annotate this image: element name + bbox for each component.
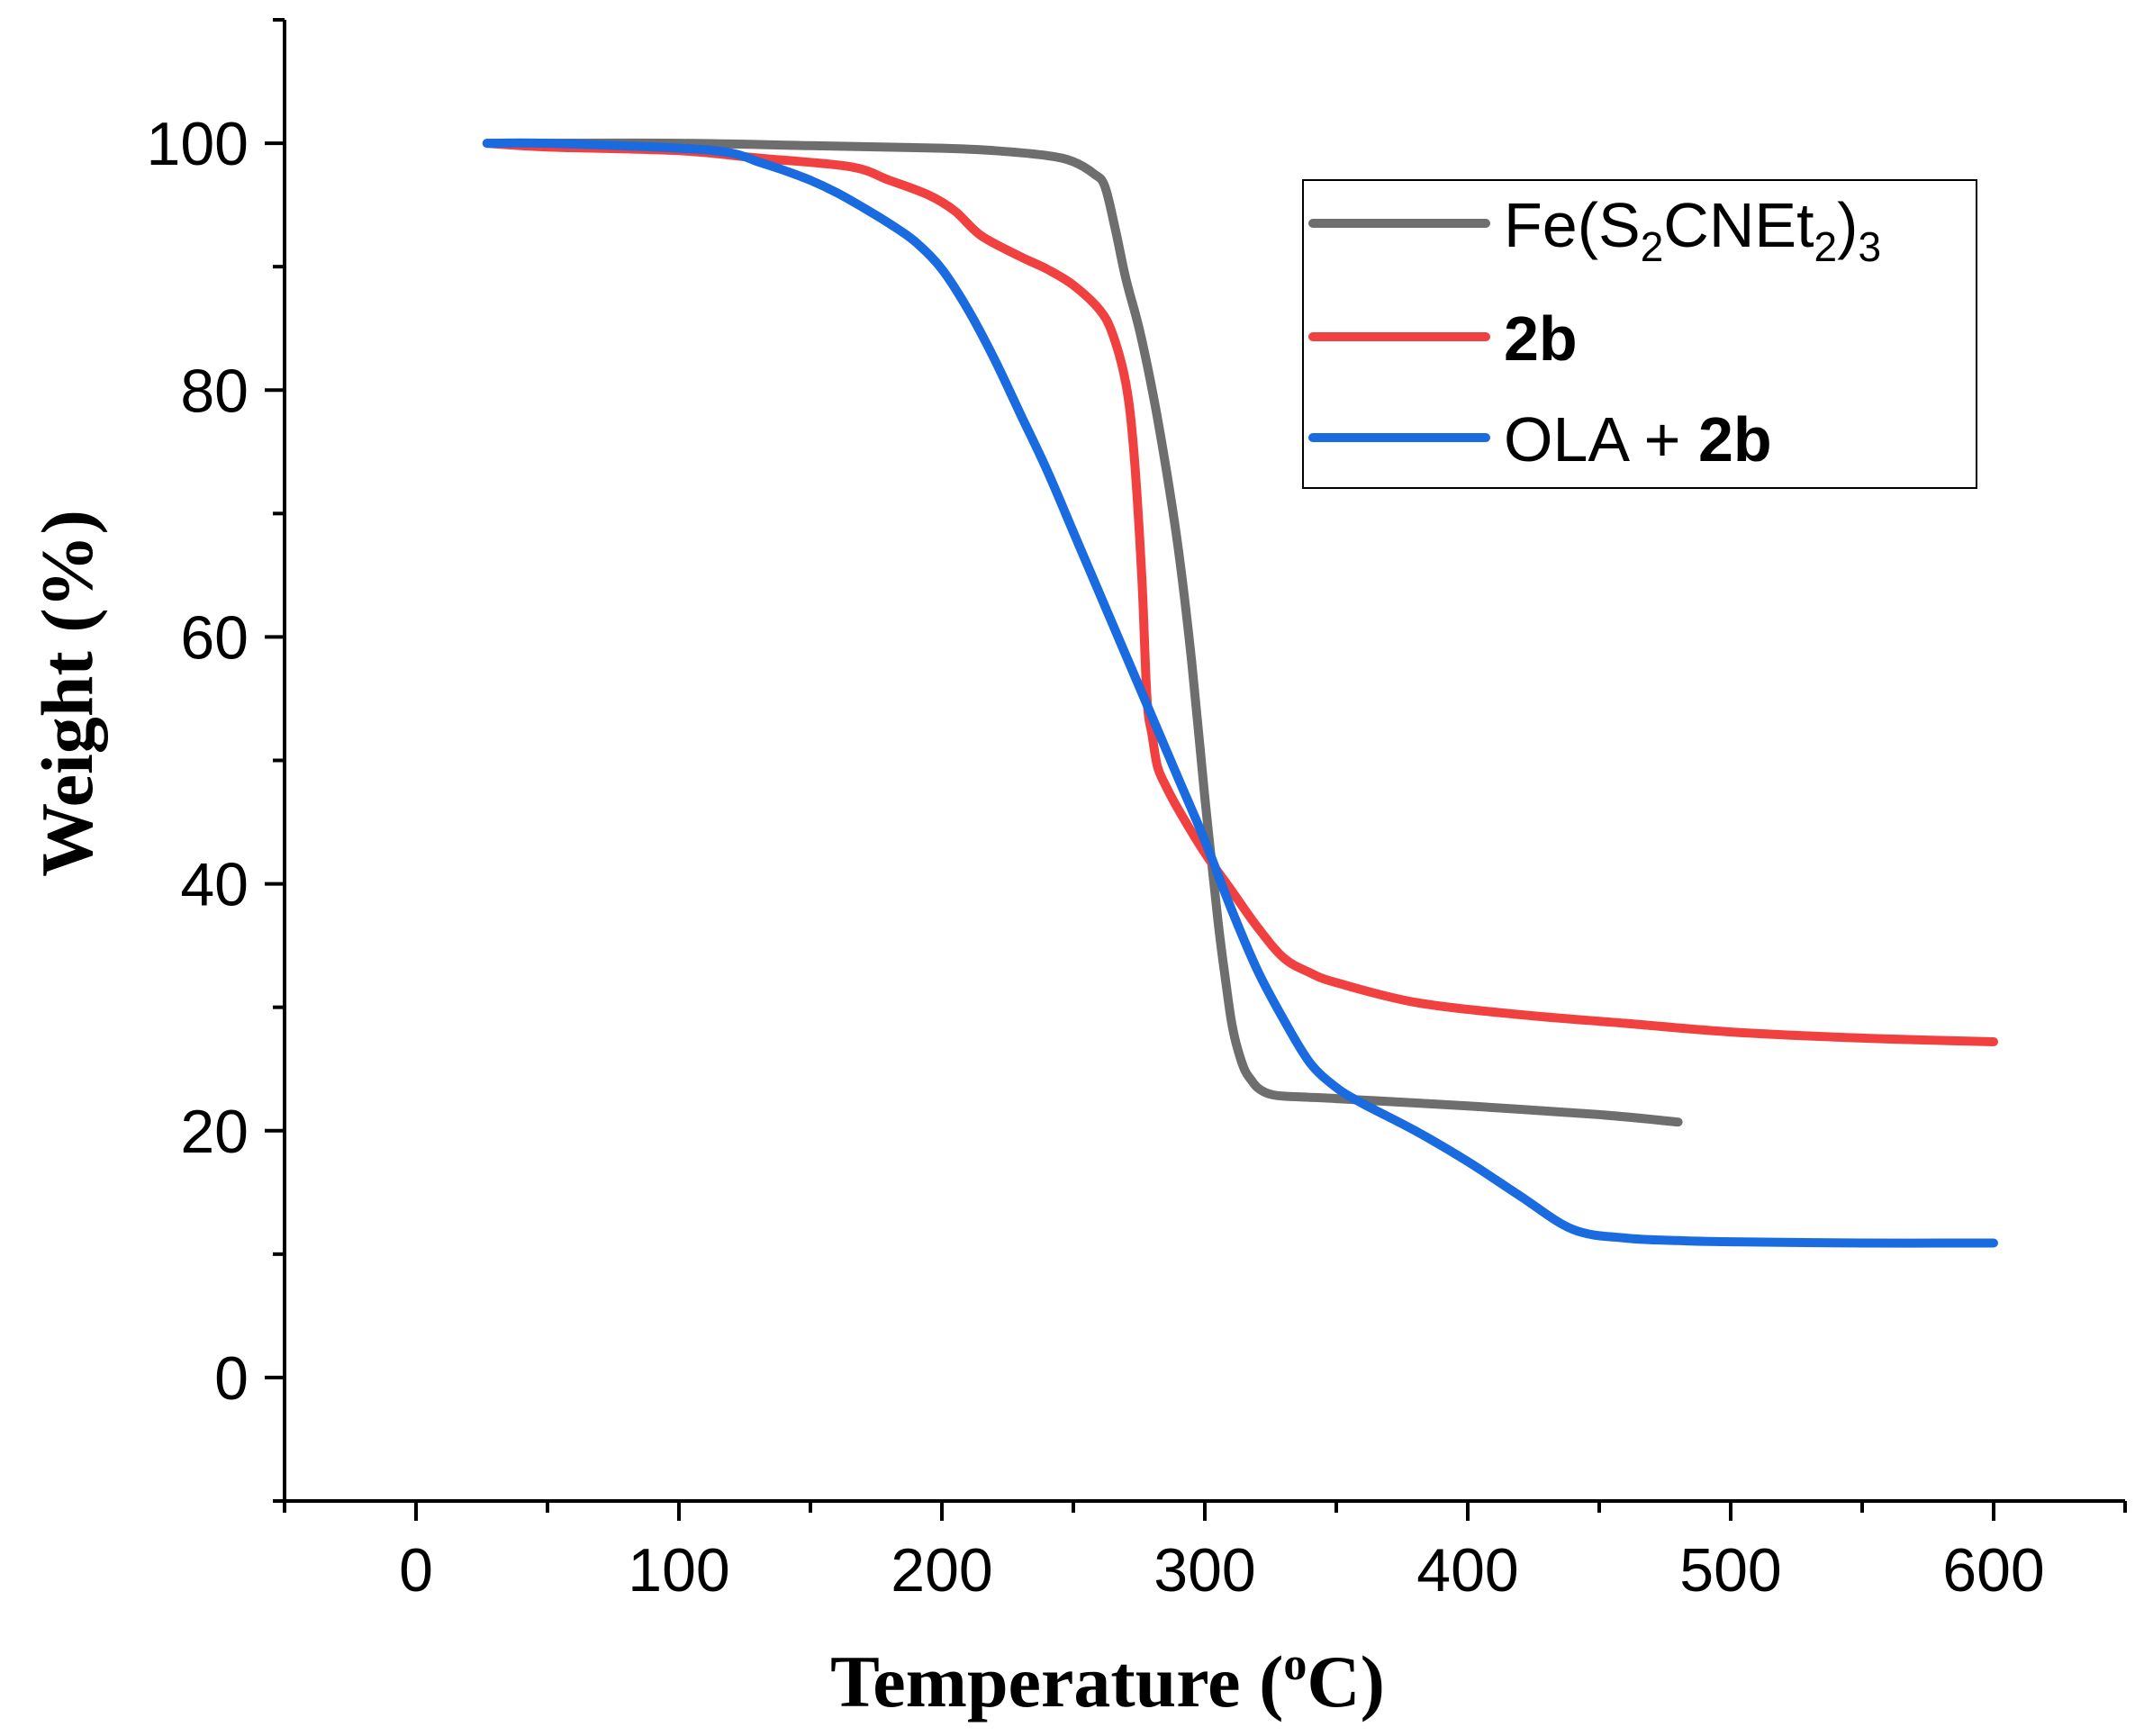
legend-label-fe: Fe(S2CNEt2)3 — [1504, 190, 1881, 270]
series-line-ola-2b — [482, 138, 1998, 1248]
y-tick-label: 60 — [180, 603, 249, 672]
x-tick-label: 500 — [1679, 1536, 1781, 1605]
y-tick-label: 20 — [180, 1098, 249, 1166]
x-axis-title: Temperature (oC) — [830, 1639, 1385, 1722]
axes: 0 100 200 300 400 500 600 0 20 40 60 80 100 — [147, 18, 2127, 1605]
x-tick-label: 300 — [1153, 1536, 1255, 1605]
x-tick-label: 200 — [891, 1536, 992, 1605]
y-tick-label: 0 — [214, 1344, 249, 1413]
x-tick-label: 400 — [1416, 1536, 1518, 1605]
y-tick-label: 40 — [180, 851, 249, 919]
x-tick-label: 600 — [1942, 1536, 2044, 1605]
legend-label-ola-2b: OLA + 2b — [1504, 404, 1772, 475]
series-line-2b — [482, 139, 1998, 1046]
x-tick-label: 100 — [628, 1536, 729, 1605]
x-tick-label: 0 — [399, 1536, 433, 1605]
y-tick-label: 80 — [180, 357, 249, 425]
legend-label-2b: 2b — [1504, 303, 1578, 374]
series-layer — [482, 138, 1998, 1248]
y-axis-title: Weight (%) — [26, 510, 108, 877]
legend: Fe(S2CNEt2)3 2b OLA + 2b — [1302, 179, 1977, 489]
series-line-fe — [482, 138, 1683, 1127]
y-tick-label: 100 — [147, 110, 249, 178]
